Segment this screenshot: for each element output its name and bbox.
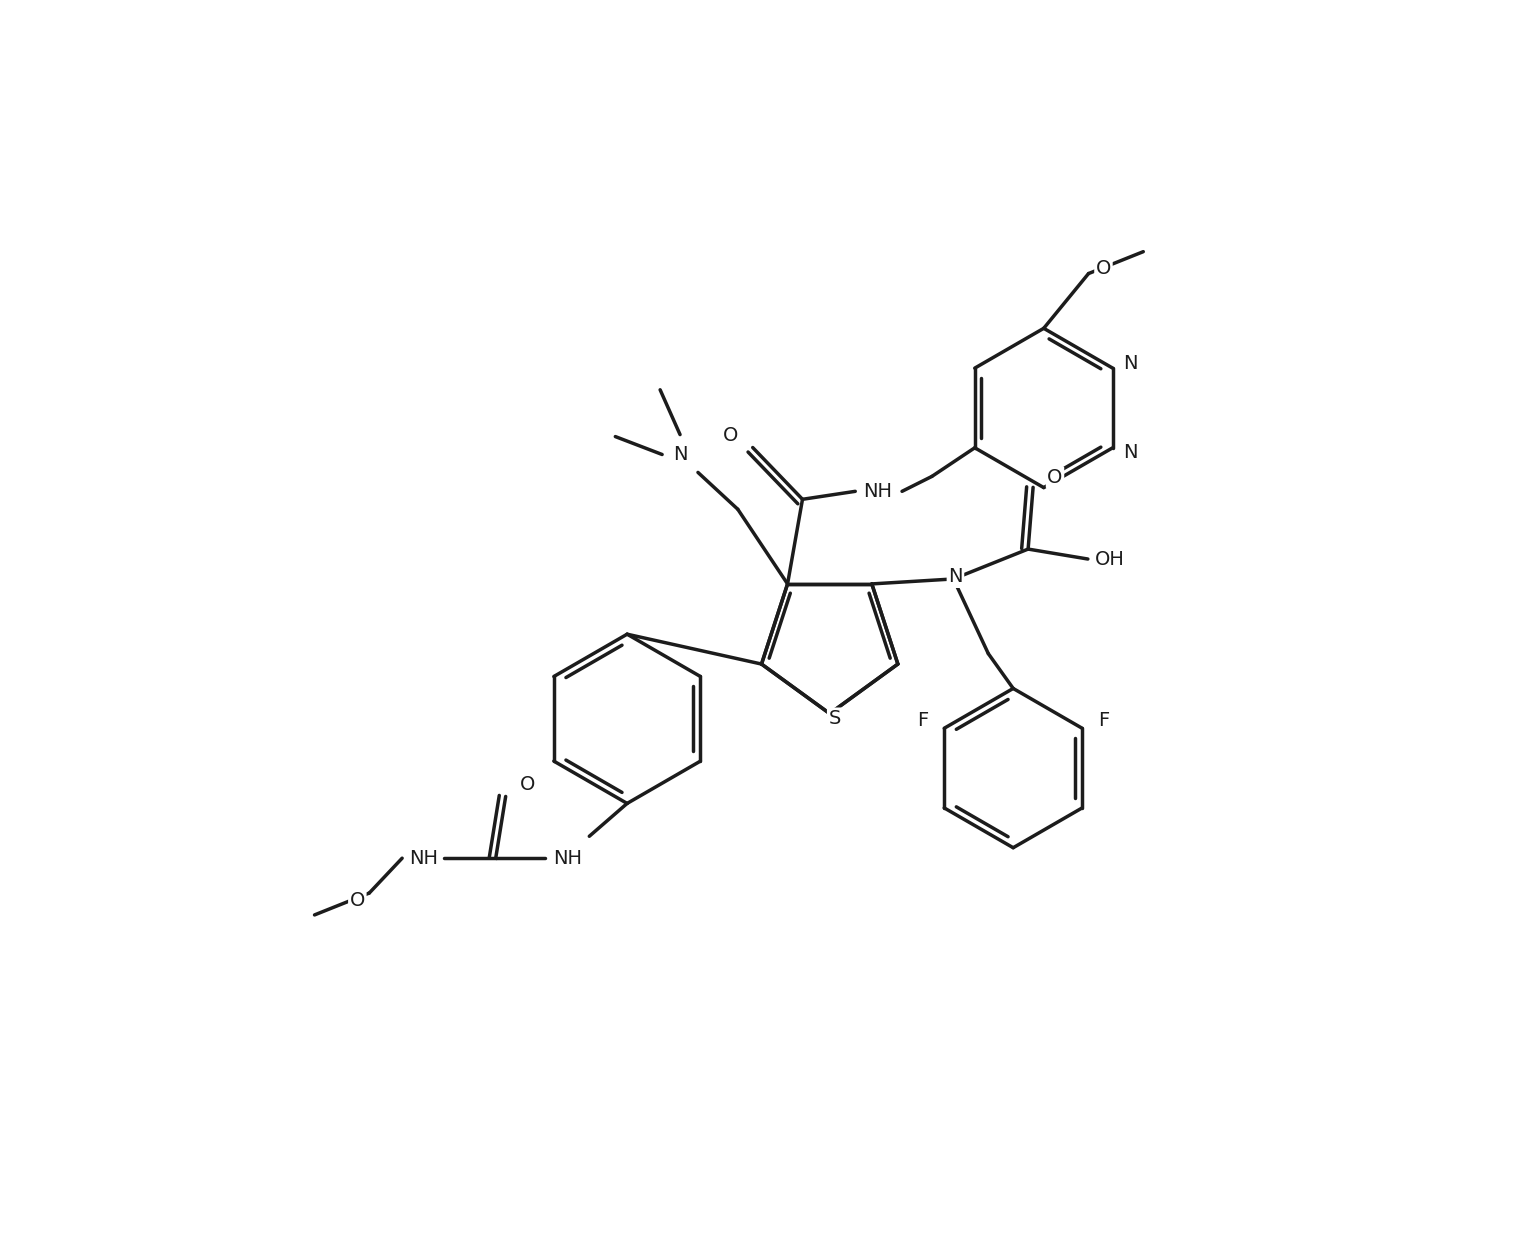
Text: N: N: [1123, 354, 1138, 373]
Text: O: O: [1096, 260, 1111, 278]
Text: O: O: [521, 775, 536, 794]
Text: O: O: [723, 426, 738, 445]
Text: N: N: [948, 568, 963, 586]
Text: N: N: [1123, 443, 1138, 462]
Text: N: N: [673, 445, 688, 465]
Text: NH: NH: [552, 848, 581, 868]
Text: S: S: [828, 709, 840, 728]
Text: O: O: [1047, 468, 1062, 487]
Text: F: F: [916, 710, 928, 730]
Text: OH: OH: [1094, 549, 1125, 569]
Text: NH: NH: [409, 848, 438, 868]
Text: O: O: [350, 892, 365, 910]
Text: NH: NH: [863, 482, 892, 501]
Text: F: F: [1099, 710, 1110, 730]
